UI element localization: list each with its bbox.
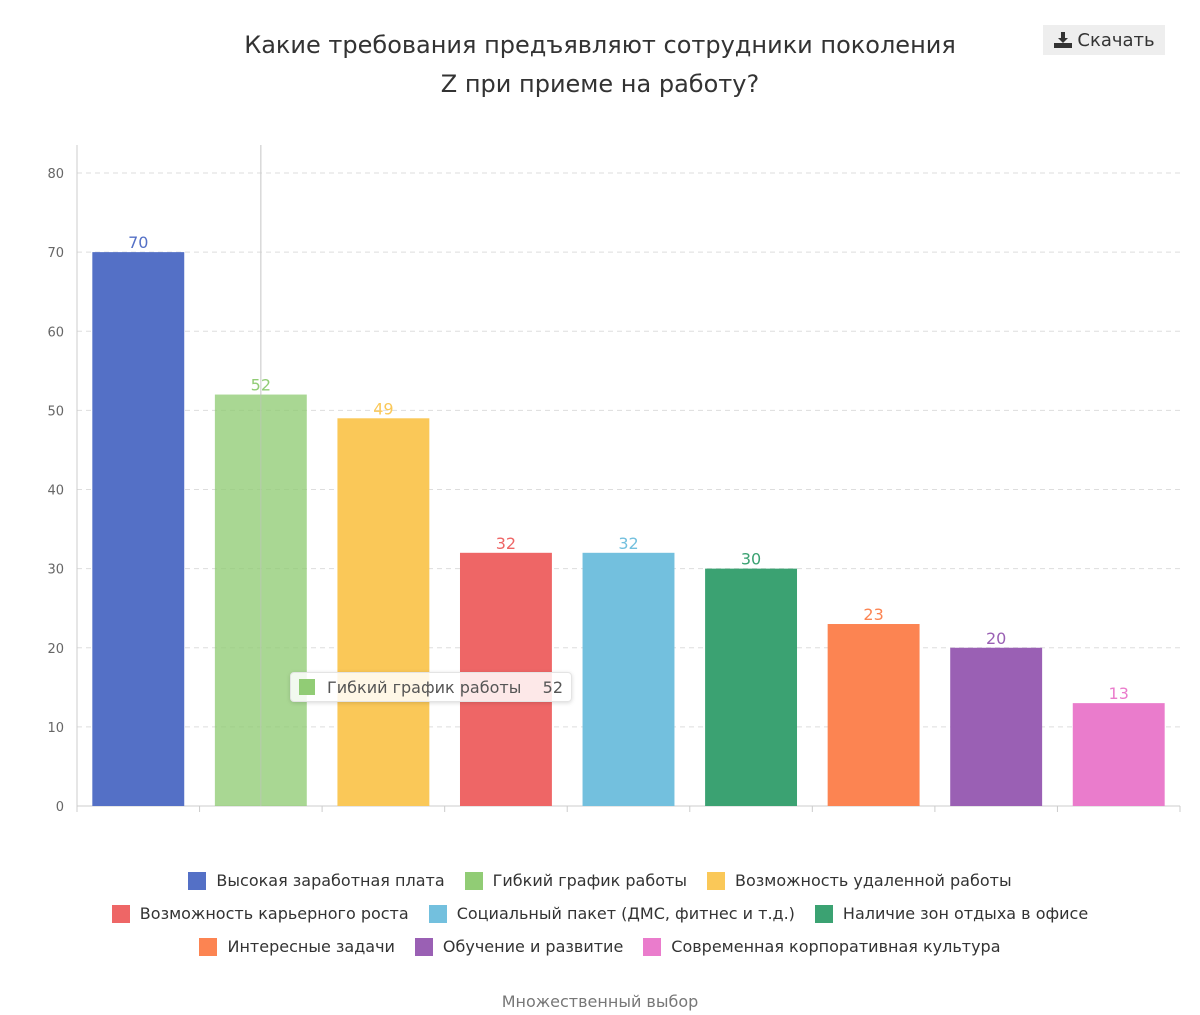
legend-swatch bbox=[706, 871, 725, 890]
bar bbox=[950, 647, 1043, 806]
y-tick-label: 50 bbox=[47, 404, 64, 419]
legend-label: Обучение и развитие bbox=[442, 937, 624, 956]
y-tick-label: 10 bbox=[47, 721, 64, 736]
legend-swatch bbox=[643, 937, 662, 956]
bar-value-label: 23 bbox=[863, 605, 883, 624]
bar bbox=[582, 552, 675, 806]
legend-item[interactable]: Наличие зон отдыха в офисе bbox=[814, 904, 1089, 923]
legend-swatch bbox=[464, 871, 483, 890]
legend-item[interactable]: Современная корпоративная культура bbox=[643, 937, 1001, 956]
legend-item[interactable]: Интересные задачи bbox=[199, 937, 395, 956]
bar-value-label: 32 bbox=[618, 534, 638, 553]
legend-label: Социальный пакет (ДМС, фитнес и т.д.) bbox=[456, 904, 795, 923]
y-tick-label: 80 bbox=[47, 167, 64, 182]
y-tick-label: 0 bbox=[56, 800, 64, 815]
title-line-2: Z при приеме на работу? bbox=[440, 70, 760, 98]
legend-item[interactable]: Социальный пакет (ДМС, фитнес и т.д.) bbox=[428, 904, 795, 923]
bar bbox=[1072, 703, 1165, 806]
y-tick-label: 40 bbox=[47, 484, 64, 499]
legend-label: Интересные задачи bbox=[227, 937, 395, 956]
legend-row: Возможность карьерного роста Социальный п… bbox=[0, 904, 1200, 923]
y-tick-label: 60 bbox=[47, 325, 64, 340]
chart-title: Какие требования предъявляют сотрудники … bbox=[200, 26, 1000, 104]
legend-swatch bbox=[199, 937, 218, 956]
y-tick-label: 70 bbox=[47, 246, 64, 261]
legend-item[interactable]: Возможность карьерного роста bbox=[111, 904, 409, 923]
tooltip: Гибкий график работы 52 bbox=[290, 672, 572, 702]
y-tick-label: 30 bbox=[47, 563, 64, 578]
bar bbox=[827, 624, 920, 806]
legend-label: Высокая заработная плата bbox=[216, 871, 445, 890]
legend-item[interactable]: Обучение и развитие bbox=[414, 937, 624, 956]
legend-item[interactable]: Возможность удаленной работы bbox=[706, 871, 1012, 890]
legend-item[interactable]: Высокая заработная плата bbox=[188, 871, 445, 890]
bar bbox=[705, 568, 798, 806]
legend-row: Высокая заработная плата Гибкий график ра… bbox=[0, 871, 1200, 890]
bar-value-label: 32 bbox=[496, 534, 516, 553]
bar-chart: 0 10 20 30 40 50 60 70 80 70 52 49 32 32 30 23 20 13 bbox=[47, 145, 1181, 815]
download-label: Скачать bbox=[1077, 29, 1155, 51]
legend-swatch bbox=[188, 871, 207, 890]
tooltip-value: 52 bbox=[542, 677, 563, 697]
bar-value-label: 13 bbox=[1109, 684, 1129, 703]
tooltip-swatch bbox=[299, 679, 315, 695]
legend-label: Возможность удаленной работы bbox=[734, 871, 1012, 890]
bar-value-label: 20 bbox=[986, 629, 1006, 648]
bar bbox=[92, 252, 185, 806]
legend-item[interactable]: Гибкий график работы bbox=[464, 871, 687, 890]
legend-swatch bbox=[428, 904, 447, 923]
title-line-1: Какие требования предъявляют сотрудники … bbox=[244, 31, 956, 59]
y-tick-label: 20 bbox=[47, 642, 64, 657]
bar-value-label: 49 bbox=[373, 399, 393, 418]
legend-label: Современная корпоративная культура bbox=[671, 937, 1001, 956]
legend-row: Интересные задачи Обучение и развитие Совр… bbox=[0, 937, 1200, 956]
legend-swatch bbox=[111, 904, 130, 923]
tooltip-label: Гибкий график работы bbox=[327, 677, 522, 697]
bar-value-label: 70 bbox=[128, 233, 148, 252]
legend-swatch bbox=[814, 904, 833, 923]
download-icon bbox=[1054, 32, 1073, 48]
legend-label: Возможность карьерного роста bbox=[139, 904, 409, 923]
legend-swatch bbox=[414, 937, 433, 956]
footer-note: Множественный выбор bbox=[501, 992, 699, 1011]
download-button[interactable]: Скачать bbox=[1043, 25, 1165, 55]
bar-value-label: 30 bbox=[741, 550, 761, 569]
legend-label: Наличие зон отдыха в офисе bbox=[842, 904, 1089, 923]
bar bbox=[337, 418, 430, 806]
legend-label: Гибкий график работы bbox=[492, 871, 687, 890]
